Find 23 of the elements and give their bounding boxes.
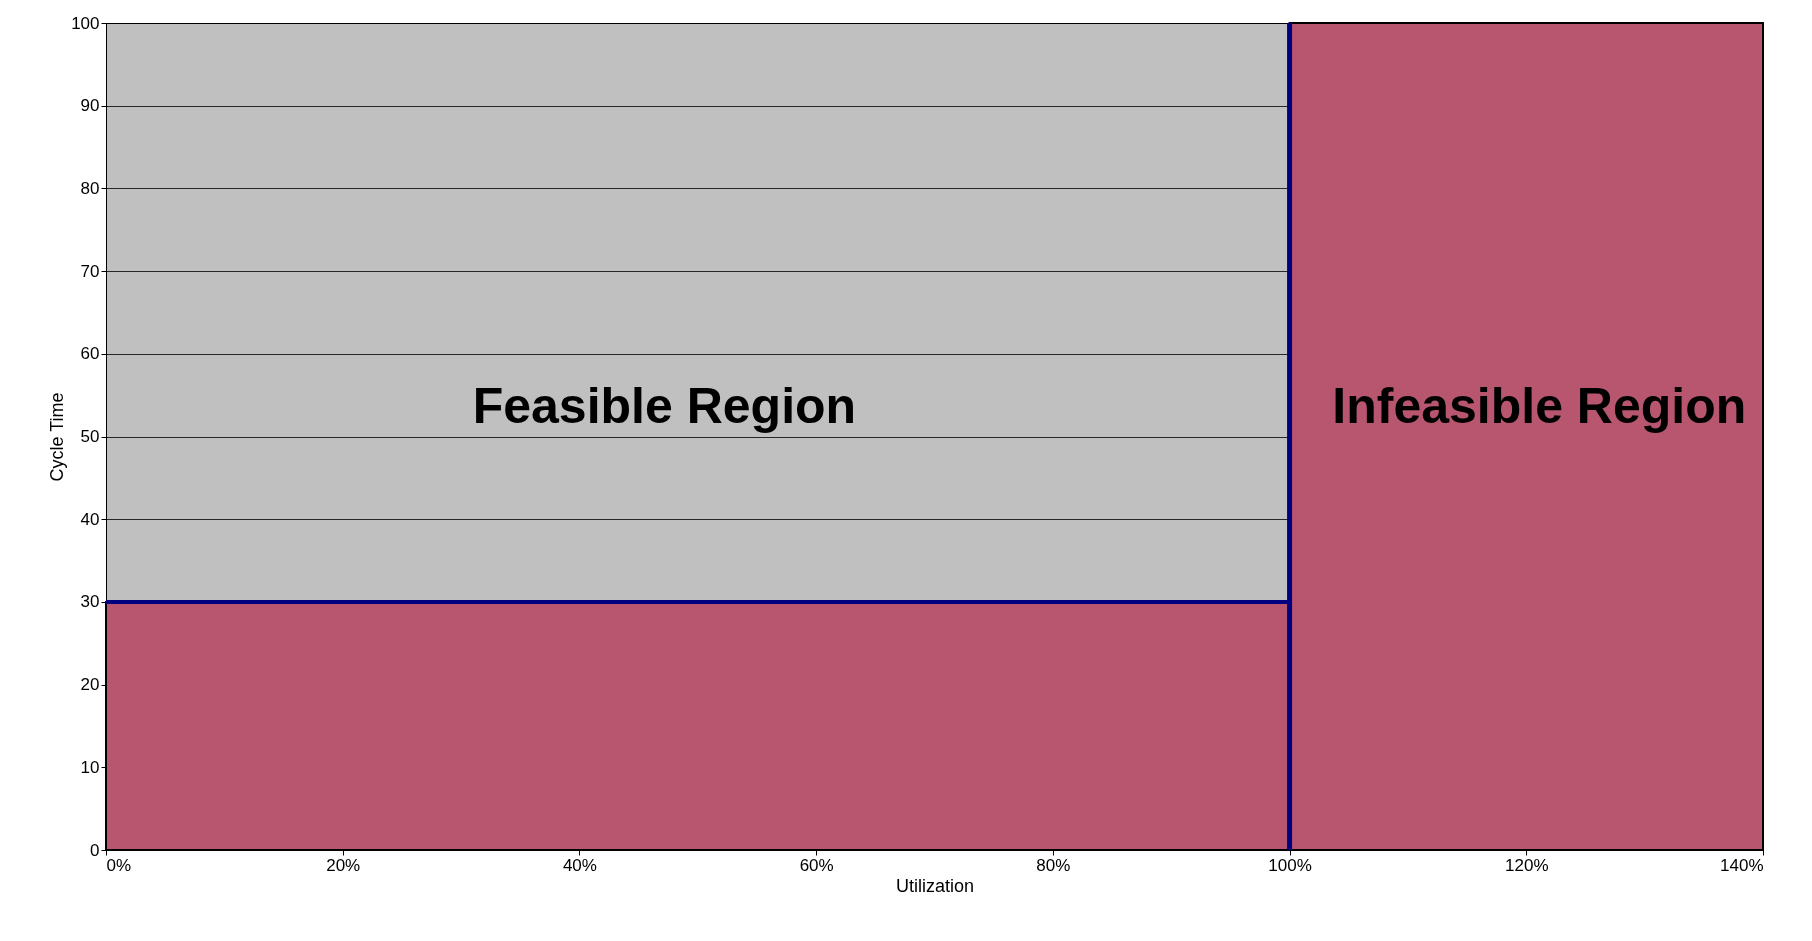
x-tick-label: 0% xyxy=(106,855,132,875)
x-axis-title: Utilization xyxy=(895,875,975,896)
y-tick-label: 80 xyxy=(80,178,100,198)
y-tick-label: 10 xyxy=(80,757,100,777)
y-tick-label: 90 xyxy=(80,96,100,116)
x-tick-label: 140% xyxy=(1720,855,1764,875)
y-tick-label: 60 xyxy=(80,344,100,364)
x-tick-label: 60% xyxy=(799,855,834,875)
y-axis-title: Cycle Time xyxy=(47,392,68,482)
annotation: Feasible Region xyxy=(472,377,857,434)
x-tick-label: 80% xyxy=(1036,855,1071,875)
y-tick-label: 0 xyxy=(90,840,100,860)
x-tick-label: 20% xyxy=(326,855,361,875)
y-tick-label: 30 xyxy=(80,592,100,612)
y-tick-label: 70 xyxy=(80,261,100,281)
y-tick-label: 20 xyxy=(80,675,100,695)
y-tick-label: 100 xyxy=(71,13,100,33)
y-tick-label: 40 xyxy=(80,509,100,529)
x-tick-label: 120% xyxy=(1505,855,1549,875)
y-tick-label: 50 xyxy=(80,427,100,446)
x-tick-label: 100% xyxy=(1268,855,1312,875)
x-tick-label: 40% xyxy=(562,855,597,875)
annotation: Infeasible Region xyxy=(1332,377,1747,434)
